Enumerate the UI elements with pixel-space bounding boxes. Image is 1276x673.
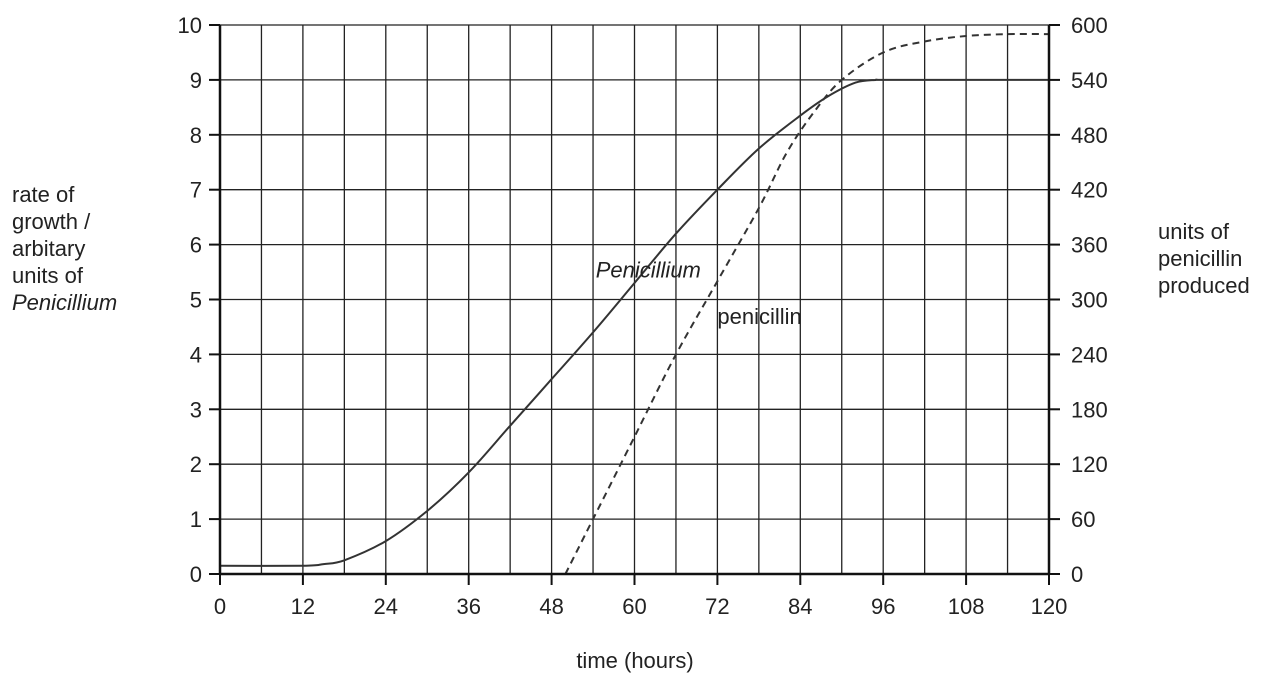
x-tick-label: 84 bbox=[788, 594, 812, 619]
y-tick-label-right: 120 bbox=[1071, 452, 1108, 477]
left-axis-label-line: units of bbox=[12, 263, 83, 288]
x-tick-label: 48 bbox=[539, 594, 563, 619]
left-axis-label-line: Penicillium bbox=[12, 290, 118, 315]
y-tick-label-right: 300 bbox=[1071, 288, 1108, 313]
y-tick-label-left: 8 bbox=[190, 123, 202, 148]
right-axis-label-line: units of bbox=[1158, 219, 1229, 244]
right-axis-label-line: produced bbox=[1158, 273, 1250, 298]
x-tick-label: 120 bbox=[1031, 594, 1068, 619]
y-tick-label-right: 540 bbox=[1071, 68, 1108, 93]
left-axis-label: rate of growth / arbitary units of Penic… bbox=[12, 181, 117, 316]
y-tick-label-right: 180 bbox=[1071, 397, 1108, 422]
y-tick-label-left: 7 bbox=[190, 178, 202, 203]
grid bbox=[219, 24, 1050, 575]
x-tick-label: 24 bbox=[374, 594, 398, 619]
series-line-penicillium bbox=[219, 78, 1049, 567]
y-tick-label-left: 1 bbox=[190, 507, 202, 532]
annotation-penicillium: Penicillium bbox=[596, 258, 701, 283]
x-tick-label: 0 bbox=[214, 594, 226, 619]
y-tick-label-left: 9 bbox=[190, 68, 202, 93]
y-tick-label-right: 480 bbox=[1071, 123, 1108, 148]
x-tick-label: 72 bbox=[705, 594, 729, 619]
x-tick-label: 36 bbox=[456, 594, 480, 619]
annotation-penicillin: penicillin bbox=[717, 304, 801, 329]
left-axis-label-line: arbitary bbox=[12, 236, 86, 261]
x-tick-label: 108 bbox=[948, 594, 985, 619]
x-tick-label: 60 bbox=[622, 594, 646, 619]
y-tick-label-right: 0 bbox=[1071, 562, 1083, 587]
y-tick-label-right: 420 bbox=[1071, 178, 1108, 203]
y-tick-label-left: 0 bbox=[190, 562, 202, 587]
right-axis-label: units of penicillin produced bbox=[1158, 218, 1250, 299]
y-tick-label-left: 2 bbox=[190, 452, 202, 477]
axes bbox=[209, 24, 1060, 585]
series-layer bbox=[219, 32, 1050, 575]
y-tick-label-right: 600 bbox=[1071, 13, 1108, 38]
y-tick-label-right: 60 bbox=[1071, 507, 1095, 532]
left-axis-label-line: growth / bbox=[12, 209, 91, 234]
left-axis-label-line: rate of bbox=[12, 182, 75, 207]
y-tick-label-left: 5 bbox=[190, 288, 202, 313]
tick-labels: 0123456789100601201802403003604204805406… bbox=[178, 13, 1108, 619]
y-tick-label-left: 6 bbox=[190, 233, 202, 258]
y-tick-label-right: 360 bbox=[1071, 233, 1108, 258]
x-axis-label: time (hours) bbox=[576, 648, 693, 673]
series-line-penicillin bbox=[564, 32, 1050, 575]
x-tick-label: 96 bbox=[871, 594, 895, 619]
y-tick-label-left: 10 bbox=[178, 13, 202, 38]
x-tick-label: 12 bbox=[291, 594, 315, 619]
right-axis-label-line: penicillin bbox=[1158, 246, 1243, 271]
y-tick-label-left: 4 bbox=[190, 342, 202, 367]
y-tick-label-left: 3 bbox=[190, 397, 202, 422]
y-tick-label-right: 240 bbox=[1071, 342, 1108, 367]
